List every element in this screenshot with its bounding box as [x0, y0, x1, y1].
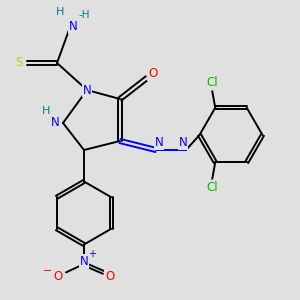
- Text: N: N: [69, 20, 78, 34]
- Text: N: N: [80, 255, 88, 268]
- Text: N: N: [154, 136, 164, 149]
- Text: Cl: Cl: [206, 76, 218, 89]
- Text: H: H: [56, 7, 64, 17]
- Text: -H: -H: [78, 10, 90, 20]
- Text: N: N: [178, 136, 188, 149]
- Text: S: S: [15, 56, 22, 70]
- Text: N: N: [82, 83, 91, 97]
- Text: O: O: [148, 67, 158, 80]
- Text: H: H: [42, 106, 51, 116]
- Text: +: +: [88, 249, 96, 259]
- Text: Cl: Cl: [206, 181, 218, 194]
- Text: N: N: [51, 116, 60, 130]
- Text: O: O: [54, 269, 63, 283]
- Text: O: O: [105, 269, 114, 283]
- Text: −: −: [42, 266, 52, 276]
